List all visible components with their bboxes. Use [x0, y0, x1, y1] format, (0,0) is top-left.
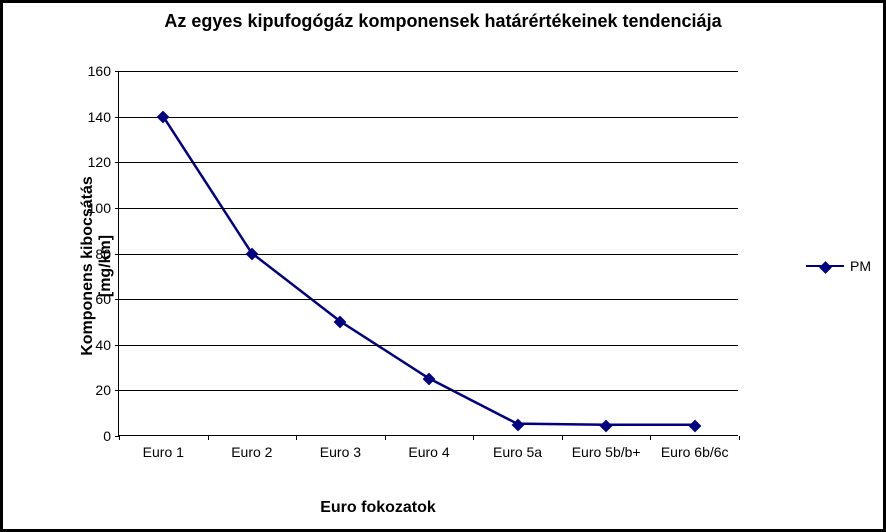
y-tick-label: 40: [95, 337, 119, 353]
gridline: [119, 208, 738, 209]
y-tick-label: 20: [95, 382, 119, 398]
x-tick-mark: [562, 436, 563, 440]
x-tick-label: Euro 4: [408, 436, 449, 460]
x-tick-label: Euro 6b/6c: [661, 436, 729, 460]
y-tick-label: 0: [103, 428, 119, 444]
y-tick-label: 120: [88, 154, 119, 170]
x-axis-label: Euro fokozatok: [3, 499, 753, 517]
y-tick-label: 60: [95, 291, 119, 307]
chart-title: Az egyes kipufogógáz komponensek határér…: [3, 11, 883, 33]
x-tick-mark: [650, 436, 651, 440]
x-tick-mark: [385, 436, 386, 440]
x-tick-mark: [473, 436, 474, 440]
y-tick-label: 160: [88, 63, 119, 79]
gridline: [119, 162, 738, 163]
gridline: [119, 390, 738, 391]
gridline: [119, 299, 738, 300]
legend: PM: [806, 258, 871, 274]
x-tick-mark: [119, 436, 120, 440]
x-tick-mark: [739, 436, 740, 440]
legend-line: [806, 265, 844, 267]
gridline: [119, 117, 738, 118]
x-tick-label: Euro 1: [143, 436, 184, 460]
legend-marker-diamond-icon: [819, 261, 832, 274]
x-tick-label: Euro 2: [231, 436, 272, 460]
chart-container: Az egyes kipufogógáz komponensek határér…: [0, 0, 886, 532]
x-tick-mark: [296, 436, 297, 440]
x-tick-label: Euro 3: [320, 436, 361, 460]
gridline: [119, 254, 738, 255]
x-tick-label: Euro 5a: [493, 436, 542, 460]
y-tick-label: 100: [88, 200, 119, 216]
y-tick-label: 80: [95, 246, 119, 262]
legend-series-label: PM: [850, 258, 871, 274]
y-tick-label: 140: [88, 109, 119, 125]
plot-area: 020406080100120140160Euro 1Euro 2Euro 3E…: [118, 71, 738, 436]
plot-region: 020406080100120140160Euro 1Euro 2Euro 3E…: [118, 71, 738, 466]
x-tick-label: Euro 5b/b+: [572, 436, 641, 460]
gridline: [119, 345, 738, 346]
gridline: [119, 71, 738, 72]
x-tick-mark: [208, 436, 209, 440]
